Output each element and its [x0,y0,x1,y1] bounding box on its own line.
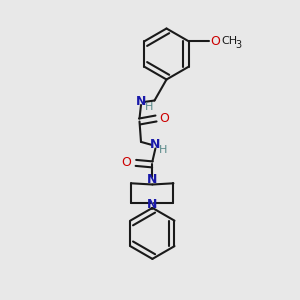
Text: O: O [211,35,220,48]
Text: N: N [150,137,161,151]
Text: N: N [147,173,158,186]
Text: O: O [122,156,131,170]
Text: H: H [145,102,154,112]
Text: CH: CH [222,36,238,46]
Text: O: O [160,112,170,125]
Text: N: N [147,198,158,212]
Text: N: N [136,94,146,108]
Text: 3: 3 [235,40,241,50]
Text: H: H [159,145,167,155]
